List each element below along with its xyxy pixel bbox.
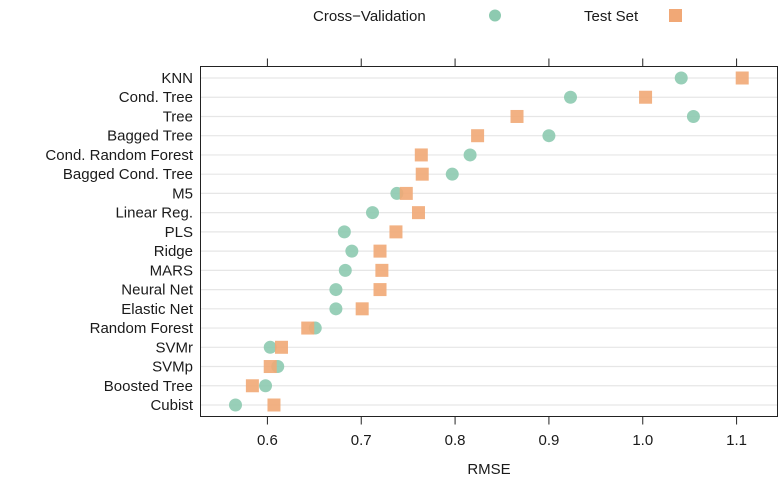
test-point bbox=[301, 321, 315, 335]
legend-label-test: Test Set bbox=[584, 8, 639, 25]
y-tick-label: SVMr bbox=[156, 339, 194, 356]
y-tick-label: Boosted Tree bbox=[104, 378, 193, 395]
x-axis: 0.6 0.7 0.8 0.9 1.0 1.1 bbox=[257, 58, 747, 449]
test-point bbox=[415, 167, 429, 181]
y-tick-label: Elastic Net bbox=[121, 301, 194, 318]
test-point bbox=[510, 109, 524, 123]
x-axis-title: RMSE bbox=[467, 461, 510, 478]
legend-marker-test bbox=[669, 9, 682, 22]
y-tick-label: KNN bbox=[161, 70, 193, 87]
test-point bbox=[411, 206, 425, 220]
y-tick-label: Random Forest bbox=[90, 320, 194, 337]
cv-point bbox=[366, 206, 380, 220]
cv-point bbox=[338, 263, 352, 277]
x-tick-label: 0.7 bbox=[351, 432, 372, 449]
test-point bbox=[373, 244, 387, 258]
test-point bbox=[399, 186, 413, 200]
y-tick-label: Ridge bbox=[154, 243, 193, 260]
x-tick-label: 0.8 bbox=[445, 432, 466, 449]
cv-point bbox=[463, 148, 477, 162]
legend: Cross−Validation Test Set bbox=[313, 8, 682, 25]
y-axis-labels: KNN Cond. Tree Tree Bagged Tree Cond. Random… bbox=[45, 70, 193, 414]
test-point bbox=[375, 263, 389, 277]
cv-point bbox=[563, 90, 577, 104]
test-point bbox=[389, 225, 403, 239]
test-point bbox=[355, 302, 369, 316]
legend-marker-cv bbox=[489, 9, 501, 22]
data-points bbox=[229, 71, 749, 412]
cv-point bbox=[686, 109, 700, 123]
y-tick-label: Bagged Cond. Tree bbox=[63, 166, 193, 183]
y-tick-label: SVMp bbox=[152, 359, 193, 376]
y-tick-label: Cond. Random Forest bbox=[45, 147, 193, 164]
cv-point bbox=[259, 379, 273, 393]
test-point bbox=[263, 360, 277, 374]
y-tick-label: Tree bbox=[163, 108, 193, 125]
x-tick-label: 1.1 bbox=[726, 432, 747, 449]
test-point bbox=[274, 340, 288, 354]
test-point bbox=[471, 129, 485, 143]
legend-label-cv: Cross−Validation bbox=[313, 8, 426, 25]
y-tick-label: Cond. Tree bbox=[119, 89, 193, 106]
test-point bbox=[373, 283, 387, 297]
cv-point bbox=[445, 167, 459, 181]
test-point bbox=[267, 398, 281, 412]
cv-point bbox=[542, 129, 556, 143]
test-point bbox=[735, 71, 749, 85]
cv-point bbox=[674, 71, 688, 85]
cv-point bbox=[329, 302, 343, 316]
plot-frame bbox=[200, 66, 778, 417]
gridlines bbox=[200, 77, 778, 406]
x-tick-label: 1.0 bbox=[632, 432, 653, 449]
x-tick-label: 0.6 bbox=[257, 432, 278, 449]
y-tick-label: Neural Net bbox=[121, 282, 194, 299]
y-tick-label: Cubist bbox=[150, 397, 193, 414]
cv-point bbox=[329, 283, 343, 297]
x-tick-label: 0.9 bbox=[538, 432, 559, 449]
y-tick-label: M5 bbox=[172, 185, 193, 202]
cv-point bbox=[263, 340, 277, 354]
y-tick-label: PLS bbox=[165, 224, 193, 241]
test-point bbox=[245, 379, 259, 393]
y-tick-label: Bagged Tree bbox=[107, 128, 193, 145]
test-point bbox=[414, 148, 428, 162]
test-point bbox=[639, 90, 653, 104]
y-tick-label: Linear Reg. bbox=[115, 205, 193, 222]
cv-point bbox=[345, 244, 359, 258]
cv-point bbox=[229, 398, 243, 412]
y-tick-label: MARS bbox=[150, 262, 193, 279]
cv-point bbox=[337, 225, 351, 239]
